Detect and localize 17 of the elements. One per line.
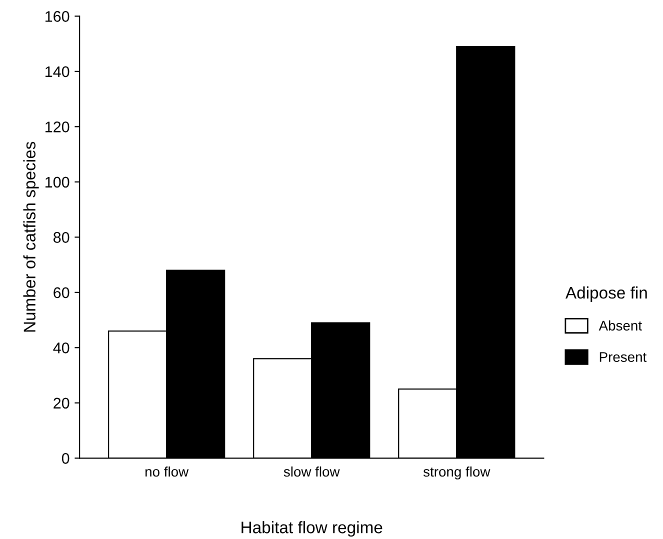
y-tick-label: 100 — [46, 176, 70, 188]
x-axis-title: Habitat flow regime — [242, 521, 382, 537]
legend-label: Absent — [598, 320, 642, 331]
x-tick-label: no flow — [146, 466, 189, 477]
y-tick-label: 160 — [46, 11, 70, 22]
y-tick-label: 120 — [46, 122, 70, 132]
y-tick-label: 40 — [53, 342, 70, 354]
y-tick-label: 140 — [46, 66, 70, 78]
x-tick-label: slow flow — [284, 466, 340, 477]
x-tick-label: strong flow — [423, 466, 490, 480]
y-tick-label: 80 — [54, 232, 70, 243]
y-tick-label: 0 — [62, 453, 70, 464]
y-tick-label: 60 — [54, 287, 70, 298]
y-tick-label: 20 — [54, 398, 70, 409]
y-axis-title: Number of catfish species — [23, 142, 39, 332]
legend-title: Adipose fin — [565, 286, 647, 302]
legend-label: Present — [600, 352, 647, 362]
